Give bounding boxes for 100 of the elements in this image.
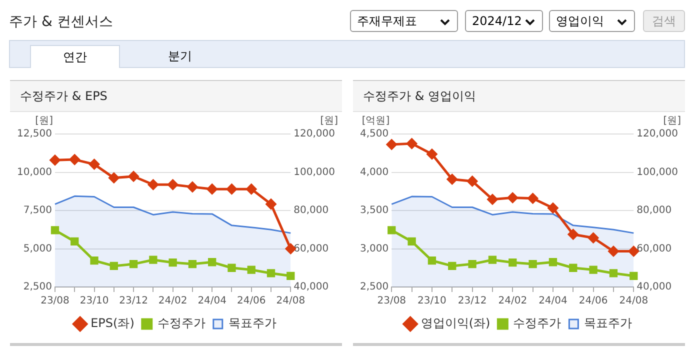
- point: [89, 159, 100, 170]
- x-tick-label: 24/06: [236, 296, 266, 307]
- y-axis-title: [원]: [35, 116, 54, 127]
- point: [608, 246, 619, 257]
- point: [286, 272, 295, 280]
- x-tick-label: 24/02: [158, 296, 188, 307]
- chart-title: 수정주가 & EPS: [10, 81, 342, 112]
- text: 주가 & 컨센서스: [9, 13, 113, 31]
- point: [149, 256, 158, 264]
- point: [468, 260, 476, 268]
- y-tick-label: 3,000: [360, 243, 389, 254]
- point: [488, 256, 497, 264]
- point: [408, 237, 416, 246]
- y2-tick-label: 100,000: [636, 166, 678, 178]
- point: [266, 198, 276, 210]
- y-tick-label: 4,500: [360, 128, 389, 140]
- point: [128, 171, 139, 182]
- point: [386, 139, 397, 150]
- y-tick-label: 5,000: [23, 243, 52, 254]
- point: [246, 184, 257, 194]
- point: [208, 258, 216, 266]
- point: [568, 229, 578, 240]
- point: [508, 258, 517, 267]
- y2-tick-label: 40,000: [294, 282, 329, 293]
- text: 분기: [167, 48, 193, 65]
- text: 검색: [643, 10, 685, 32]
- point: [589, 266, 598, 274]
- point: [448, 262, 456, 270]
- y2-axis-title: [원]: [663, 116, 682, 127]
- x-tick-label: 24/04: [198, 296, 227, 307]
- point: [569, 264, 578, 272]
- legend-label: 목표주가: [584, 316, 632, 330]
- x-tick-label: 24/08: [619, 296, 648, 307]
- y2-axis-title: [원]: [320, 116, 338, 127]
- point: [129, 260, 138, 268]
- legend-label: 수정주가: [157, 316, 206, 330]
- point: [507, 192, 518, 203]
- x-tick-label: 23/08: [377, 296, 406, 307]
- y-tick-label: 4,000: [360, 166, 389, 178]
- point: [110, 262, 118, 270]
- y2-tick-label: 120,000: [294, 128, 336, 140]
- point: [406, 138, 418, 149]
- y2-tick-label: 80,000: [636, 205, 672, 216]
- text: 연간: [30, 45, 120, 68]
- point: [188, 260, 197, 268]
- y2-tick-label: 80,000: [294, 205, 329, 216]
- point: [168, 258, 177, 267]
- y-tick-label: 3,500: [360, 205, 389, 216]
- point: [528, 260, 537, 268]
- y-tick-label: 10,000: [16, 166, 52, 178]
- point: [168, 179, 178, 190]
- x-tick-label: 24/06: [578, 296, 608, 307]
- point: [69, 154, 80, 165]
- y2-tick-label: 100,000: [294, 166, 336, 178]
- x-tick-label: 23/10: [80, 296, 109, 307]
- x-tick-label: 23/10: [418, 296, 446, 307]
- legend-label: 수정주가: [513, 316, 562, 330]
- point: [90, 256, 98, 265]
- point: [388, 226, 396, 234]
- point: [588, 232, 599, 244]
- point: [226, 184, 237, 194]
- x-tick-label: 23/08: [40, 296, 70, 307]
- chart-title: 수정주가 & 영업이익: [353, 81, 685, 112]
- point: [247, 266, 256, 274]
- point: [548, 202, 558, 214]
- y-tick-label: 2,500: [23, 282, 52, 293]
- legend-label: 영업이익(좌): [420, 316, 490, 330]
- legend-label: EPS(좌): [90, 316, 134, 330]
- text: 주재무제표: [350, 10, 458, 32]
- x-tick-label: 23/12: [119, 296, 148, 307]
- y-tick-label: 7,500: [23, 205, 52, 216]
- point: [548, 258, 558, 266]
- point: [108, 172, 120, 184]
- point: [50, 226, 60, 234]
- y2-tick-label: 60,000: [294, 243, 329, 254]
- point: [467, 176, 478, 186]
- x-tick-label: 24/02: [498, 296, 528, 307]
- y-axis-title: [억원]: [362, 116, 390, 127]
- text: 영업이익: [549, 10, 635, 32]
- y-tick-label: 2,500: [360, 282, 389, 293]
- point: [206, 184, 218, 194]
- y2-tick-label: 60,000: [636, 243, 672, 254]
- legend-label: 목표주가: [228, 316, 276, 330]
- y-tick-label: 12,500: [16, 128, 52, 140]
- y2-tick-label: 40,000: [636, 282, 672, 293]
- point: [528, 193, 538, 204]
- x-tick-label: 23/12: [458, 296, 487, 307]
- point: [487, 194, 498, 205]
- point: [426, 148, 438, 160]
- point: [266, 269, 276, 278]
- point: [70, 237, 79, 246]
- point: [446, 174, 458, 185]
- y2-tick-label: 120,000: [636, 128, 678, 140]
- point: [50, 154, 60, 166]
- text: 2024/12: [465, 10, 543, 32]
- point: [148, 179, 158, 190]
- x-tick-label: 24/04: [538, 296, 568, 307]
- x-tick-label: 24/08: [276, 296, 306, 307]
- point: [609, 269, 618, 278]
- point: [630, 272, 638, 280]
